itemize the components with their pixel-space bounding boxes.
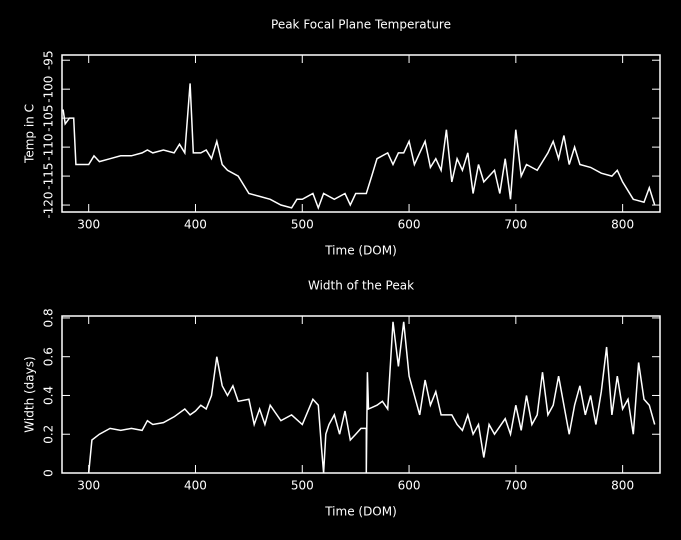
y-tick-label: 0 (42, 469, 56, 477)
x-tick-label: 400 (184, 479, 207, 493)
x-tick-label: 700 (504, 218, 527, 232)
y-tick-label: -110 (42, 133, 56, 160)
x-tick-label: 300 (77, 218, 100, 232)
y-tick-label: -100 (42, 76, 56, 103)
x-tick-label: 400 (184, 218, 207, 232)
chart-title: Width of the Peak (308, 279, 414, 293)
data-line (62, 83, 656, 211)
y-tick-label: 0.6 (42, 347, 56, 366)
x-tick-label: 300 (77, 479, 100, 493)
y-tick-label: -105 (42, 105, 56, 132)
y-tick-label: -120 (42, 191, 56, 218)
plot-frame (61, 315, 661, 474)
y-tick-label: 0.2 (42, 425, 56, 444)
y-axis-label: Temp in C (23, 104, 37, 164)
x-tick-label: 700 (504, 479, 527, 493)
x-tick-label: 600 (398, 218, 421, 232)
x-axis-label: Time (DOM) (324, 244, 397, 258)
chart-title: Peak Focal Plane Temperature (271, 18, 451, 32)
y-tick-label: 0.8 (42, 308, 56, 327)
data-line (87, 321, 656, 474)
y-tick-label: -115 (42, 162, 56, 189)
y-tick-label: 0.4 (42, 386, 56, 405)
plot-frame (61, 54, 661, 213)
x-axis-label: Time (DOM) (324, 505, 397, 519)
x-tick-label: 800 (611, 479, 634, 493)
y-axis-label: Width (days) (23, 356, 37, 432)
x-tick-label: 500 (291, 479, 314, 493)
x-tick-label: 800 (611, 218, 634, 232)
y-tick-label: -95 (42, 50, 56, 70)
x-tick-label: 500 (291, 218, 314, 232)
x-tick-label: 600 (398, 479, 421, 493)
